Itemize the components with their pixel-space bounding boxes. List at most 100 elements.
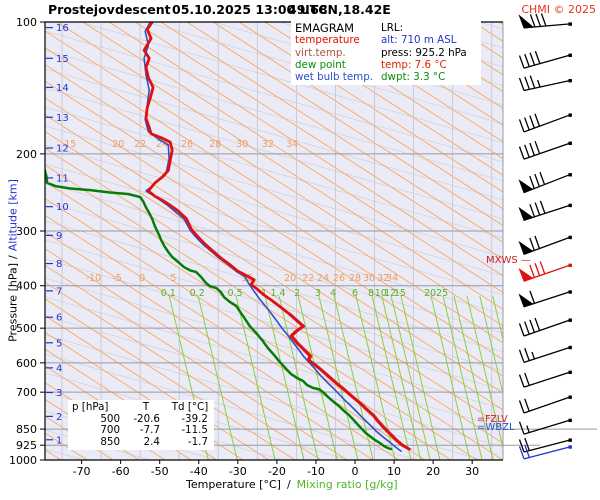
wind-barb <box>518 200 572 221</box>
wind-barb-feather <box>524 347 530 361</box>
altitude-tick-label: 6 <box>56 313 62 324</box>
wind-barb-feather <box>524 53 530 67</box>
freezing-level-label: =FZLV <box>477 414 508 425</box>
wind-barb-feather <box>524 144 530 158</box>
wind-barb <box>518 290 572 308</box>
wind-barb-feather <box>518 323 525 337</box>
temperature-tick-label: -50 <box>151 465 169 478</box>
moist-adiabat-line <box>45 49 503 182</box>
temperature-tick-label: -70 <box>73 465 91 478</box>
wind-barb-feather <box>534 263 541 276</box>
dry-adiabat-label: 5 <box>170 273 176 284</box>
legend-box: EMAGRAM temperature virt.temp. dew point… <box>291 20 383 86</box>
wind-barb-feather <box>529 52 536 66</box>
wind-barb-dot <box>568 173 572 177</box>
pressure-tick-label: 200 <box>16 148 37 161</box>
col-dewpoint: Td [°C] <box>171 401 209 413</box>
wind-barb <box>518 75 572 92</box>
wind-barb-dot <box>568 22 572 26</box>
wind-barb-feather <box>518 400 525 414</box>
dry-adiabat-label: 26 <box>181 139 193 150</box>
copyright-label: CHMI © 2025 <box>521 3 596 16</box>
moist-adiabat-line <box>45 239 503 372</box>
legend-item-wet-bulb: wet bulb temp. <box>295 71 374 84</box>
dry-adiabat-line <box>160 22 503 243</box>
moist-adiabat-line <box>45 353 418 460</box>
x-axis-label: Temperature [°C] / Mixing ratio [g/kg] <box>186 478 398 491</box>
moist-adiabat-line <box>45 106 503 239</box>
altitude-tick-label: 8 <box>56 259 62 270</box>
wind-barb-staff <box>523 371 571 388</box>
wind-barb-dot <box>568 53 572 57</box>
dry-adiabat-line <box>45 231 400 460</box>
dry-adiabat-line <box>45 47 503 344</box>
dry-adiabat-label: 15 <box>64 139 76 150</box>
wind-barb-dot <box>568 395 572 399</box>
altitude-tick-label: 1 <box>56 435 62 446</box>
wind-barb <box>518 140 572 160</box>
wind-barb-dot <box>568 445 572 449</box>
mixing-ratio-label: 25 <box>436 288 448 299</box>
dry-adiabat-line <box>45 130 503 428</box>
wind-barb <box>518 50 572 69</box>
lrl-dwpt: dwpt: 3.3 °C <box>381 71 446 84</box>
cell: -7.7 <box>139 424 160 437</box>
dry-adiabat-line <box>368 22 503 109</box>
mixing-ratio-line <box>235 295 276 460</box>
wind-barb-feather <box>518 349 525 363</box>
cell: 700 <box>100 424 120 437</box>
wind-barb <box>518 235 572 255</box>
wind-barb-dot <box>568 141 572 145</box>
wind-barb <box>518 418 572 435</box>
wind-barb-feather <box>524 398 530 412</box>
dry-adiabat-line <box>56 22 503 310</box>
dry-adiabat-label: 32 <box>377 273 389 284</box>
levels-table: p [hPa] T Td [°C] 500 -20.6 -39.2 700 -7… <box>68 400 214 451</box>
wind-barb-staff <box>523 142 571 160</box>
title-datetime: 05.10.2025 13:00 UTC <box>172 2 328 17</box>
wind-barb-dot <box>568 203 572 208</box>
wind-barb-feather <box>524 372 530 386</box>
cell: -1.7 <box>187 435 208 448</box>
wind-barb-feather <box>529 175 535 189</box>
dry-adiabat-line <box>45 80 503 377</box>
mixing-ratio-label: 10 <box>375 288 387 299</box>
altitude-tick-label: 10 <box>56 202 69 213</box>
pressure-tick-label: 500 <box>16 322 37 335</box>
lrl-press: press: 925.2 hPa <box>381 46 467 59</box>
mixing-ratio-line <box>197 295 238 460</box>
wind-barb-feather <box>518 55 525 69</box>
wind-barb-pennant <box>518 240 534 255</box>
dry-adiabat-line <box>45 63 503 361</box>
moist-adiabat-line <box>45 315 503 448</box>
altitude-tick-label: 3 <box>56 388 62 399</box>
moist-adiabat-line <box>45 429 152 460</box>
moist-adiabat-line <box>45 372 351 460</box>
plot-border <box>44 21 503 461</box>
temperature-tick-label: 20 <box>426 465 440 478</box>
dry-adiabat-line <box>290 22 503 160</box>
lrl-temp: temp: 7.6 °C <box>381 58 447 71</box>
temperature-curve <box>142 22 411 451</box>
mixing-ratio-label: 3 <box>315 288 321 299</box>
moist-adiabat-line <box>45 163 503 296</box>
cell: -11.5 <box>181 424 208 437</box>
wind-barb-feather <box>535 13 542 27</box>
dry-adiabat-label: 30 <box>236 139 248 150</box>
wind-barb-staff <box>523 319 571 337</box>
cell: 500 <box>100 412 120 425</box>
wind-barb-staff <box>523 346 571 363</box>
wind-barb-feather <box>539 171 546 185</box>
wind-barb-feather <box>518 119 525 133</box>
col-temp: T <box>142 401 150 413</box>
dry-adiabat-label: 15 <box>241 273 253 284</box>
x-axis-label-separator: / <box>286 478 291 491</box>
wind-barb-staff <box>523 79 571 92</box>
wind-barb-staff <box>523 446 571 460</box>
dry-adiabat-label: -10 <box>86 273 102 284</box>
dry-adiabat-label: 24 <box>317 273 329 284</box>
dry-adiabat-line <box>45 382 166 460</box>
sounding-curves <box>45 22 412 452</box>
